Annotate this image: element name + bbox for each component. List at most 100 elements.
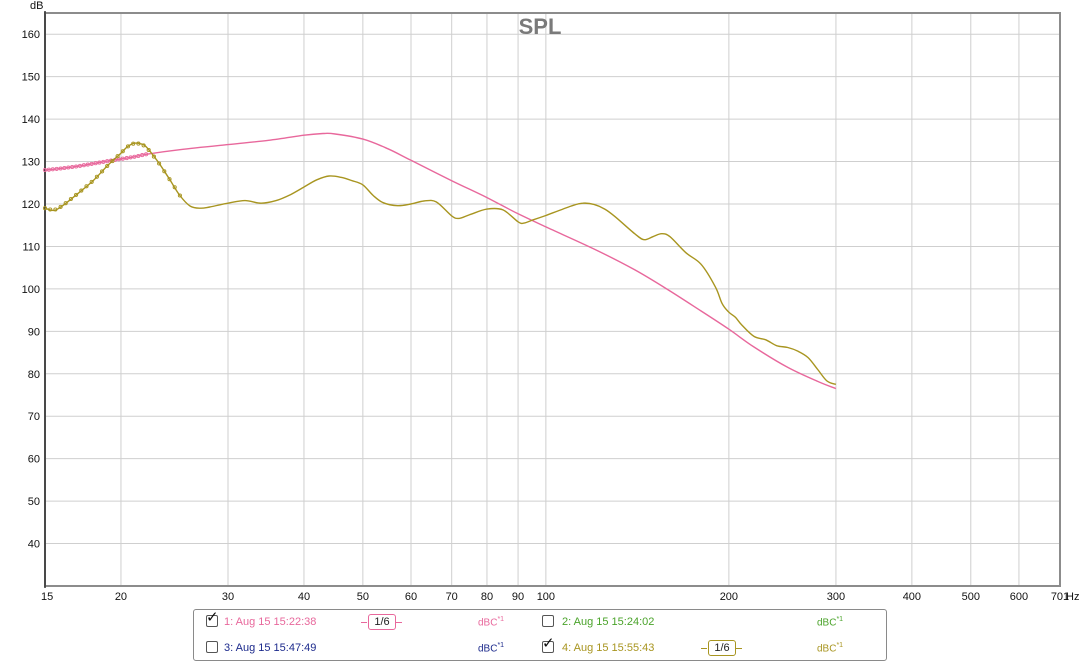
- measurement-legend: ✓ 1: Aug 15 15:22:38 1/6 dBC*1 2: Aug 15…: [193, 609, 887, 661]
- series-point: [124, 156, 129, 161]
- unit-label: dBC*1: [817, 616, 844, 629]
- checkbox[interactable]: [206, 641, 218, 653]
- checkbox[interactable]: ✓: [206, 610, 219, 627]
- series-point: [62, 165, 67, 171]
- chart-title: SPL: [519, 14, 562, 39]
- series-point: [146, 147, 151, 153]
- x-tick-label: 50: [357, 591, 369, 603]
- legend-item-4[interactable]: ✓ 4: Aug 15 15:55:43 1/6 dBC*1: [542, 636, 882, 661]
- x-tick-label: 30: [222, 591, 234, 603]
- x-tick-label: 70: [446, 591, 458, 603]
- x-tick-label: 60: [405, 591, 417, 603]
- series-point: [58, 166, 63, 171]
- legend-item-label: 4: Aug 15 15:55:43: [562, 642, 655, 654]
- x-tick-label: 701: [1051, 591, 1069, 603]
- series-point: [42, 167, 48, 173]
- series-point: [42, 206, 48, 211]
- series-point: [177, 193, 182, 198]
- y-tick-label: 150: [22, 72, 40, 84]
- x-tick-label: 100: [537, 591, 555, 603]
- checkbox[interactable]: [542, 615, 554, 627]
- series-point: [79, 188, 84, 193]
- x-tick-label: 200: [720, 591, 738, 603]
- legend-item-1[interactable]: ✓ 1: Aug 15 15:22:38 1/6 dBC*1: [202, 610, 522, 635]
- series-point: [131, 141, 136, 146]
- y-tick-label: 120: [22, 199, 40, 211]
- y-tick-label: 80: [28, 369, 40, 381]
- series-point: [66, 165, 71, 170]
- series-point: [144, 152, 149, 157]
- series-point: [54, 166, 59, 171]
- series-point: [50, 167, 55, 172]
- series-point: [128, 155, 133, 160]
- x-tick-label: 300: [827, 591, 845, 603]
- series-point: [141, 143, 146, 148]
- y-tick-label: 160: [22, 29, 40, 41]
- series-point: [140, 153, 145, 158]
- series-point: [100, 169, 105, 174]
- series-point: [81, 163, 86, 168]
- y-tick-label: 140: [22, 114, 40, 126]
- series-point: [85, 162, 90, 167]
- legend-row: 3: Aug 15 15:47:49 dBC*1 ✓ 4: Aug 15 15:…: [194, 636, 886, 661]
- smoothing-line-left: [361, 622, 367, 623]
- series-point: [110, 159, 115, 164]
- checkbox[interactable]: ✓: [542, 636, 555, 653]
- x-tick-label: 400: [903, 591, 921, 603]
- y-tick-label: 90: [28, 326, 40, 338]
- series-point: [132, 154, 137, 159]
- legend-item-3[interactable]: 3: Aug 15 15:47:49 dBC*1: [202, 637, 522, 661]
- series-point: [68, 196, 73, 202]
- series-point: [136, 153, 141, 159]
- series-point: [93, 161, 98, 166]
- checkmark-icon: ✓: [542, 634, 555, 652]
- legend-item-label: 3: Aug 15 15:47:49: [224, 642, 317, 654]
- series-point: [74, 192, 79, 197]
- smoothing-line-right: [396, 622, 402, 623]
- series-point: [63, 201, 68, 206]
- smoothing-line-left: [701, 648, 707, 649]
- y-tick-label: 60: [28, 454, 40, 466]
- x-tick-label: 500: [962, 591, 980, 603]
- series-point: [120, 149, 125, 154]
- series-point: [46, 167, 51, 172]
- series-point: [157, 161, 162, 166]
- y-tick-label: 70: [28, 411, 40, 423]
- spl-chart: 40 50 60 70 80 90 100 110 120 130 140 150 160 dB 15 20 3…: [22, 0, 1080, 603]
- legend-item-2[interactable]: 2: Aug 15 15:24:02 dBC*1: [542, 611, 882, 635]
- series-point: [77, 163, 83, 168]
- x-tick-label: 20: [115, 591, 127, 603]
- series-point: [162, 169, 167, 174]
- series-point: [74, 164, 79, 169]
- series-point: [58, 204, 63, 209]
- series-line: [44, 142, 837, 386]
- x-tick-label: 90: [512, 591, 524, 603]
- x-axis-label: Hz: [1066, 591, 1079, 603]
- legend-row: ✓ 1: Aug 15 15:22:38 1/6 dBC*1 2: Aug 15…: [194, 610, 886, 635]
- y-tick-label: 130: [22, 157, 40, 169]
- series-point: [151, 154, 156, 159]
- series-point: [125, 144, 131, 149]
- series-point: [53, 207, 58, 212]
- series-point: [70, 164, 75, 170]
- series-point: [120, 156, 125, 161]
- plot-area: [45, 13, 1060, 586]
- smoothing-button[interactable]: 1/6: [368, 614, 396, 630]
- series-point: [167, 177, 172, 182]
- legend-item-label: 1: Aug 15 15:22:38: [224, 616, 317, 628]
- smoothing-button[interactable]: 1/6: [708, 640, 736, 656]
- series-point: [97, 160, 102, 165]
- x-tick-label: 80: [481, 591, 493, 603]
- x-tick-label: 15: [41, 591, 53, 603]
- series-point: [89, 161, 94, 166]
- y-axis-label: dB: [30, 0, 43, 12]
- series-point: [105, 159, 110, 164]
- y-tick-label: 100: [22, 284, 40, 296]
- series-point: [48, 207, 53, 212]
- series-point: [89, 179, 94, 184]
- y-tick-label: 50: [28, 496, 40, 508]
- series-point: [84, 184, 89, 189]
- series-point: [105, 163, 110, 169]
- unit-label: dBC*1: [478, 642, 505, 655]
- x-tick-label: 600: [1010, 591, 1028, 603]
